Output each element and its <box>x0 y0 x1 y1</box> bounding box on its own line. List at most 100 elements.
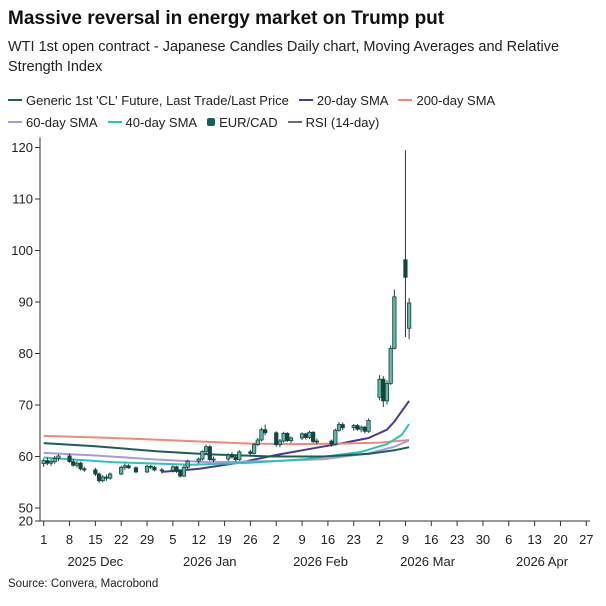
legend-label-sma40: 40-day SMA <box>125 114 198 130</box>
legend-label-sma20: 20-day SMA <box>316 92 389 108</box>
candle-body <box>388 347 393 384</box>
candle-body <box>71 461 76 466</box>
candle-body <box>366 420 371 432</box>
candle-body <box>133 467 139 473</box>
candle-body <box>178 471 183 477</box>
series-line <box>43 442 410 458</box>
legend-item-cl-future: Generic 1st 'CL' Future, Last Trade/Last… <box>8 93 289 108</box>
legend-swatch-rsi <box>287 121 302 123</box>
candle-body <box>381 378 386 402</box>
y-tick-label: 110 <box>12 192 33 207</box>
x-tick-label: 20 <box>553 532 567 547</box>
candle-body <box>288 437 294 441</box>
x-tick-label: 16 <box>424 532 438 547</box>
series-line <box>161 400 410 473</box>
x-month-label: 2026 Mar <box>400 554 456 569</box>
candle-body <box>403 259 408 278</box>
series-line <box>43 423 410 466</box>
candle-body <box>407 302 412 329</box>
candle-body <box>359 426 364 430</box>
x-tick-label: 1 <box>40 532 47 547</box>
legend-row-2: 60-day SMA 40-day SMA EUR/CAD RSI (14-da… <box>8 111 598 133</box>
chart-subtitle: WTI 1st open contract - Japanese Candles… <box>8 39 560 75</box>
candle-body <box>181 466 187 477</box>
candle-body <box>148 465 153 468</box>
x-tick-label: 23 <box>450 532 464 547</box>
candle-body <box>211 458 216 461</box>
candle-body <box>144 465 150 473</box>
candle-body <box>41 460 46 465</box>
candle-body <box>67 455 72 463</box>
candle-body <box>340 424 345 429</box>
candle-body <box>311 431 316 442</box>
candle-body <box>170 466 175 471</box>
candle-body <box>200 450 205 460</box>
candle-body <box>281 432 286 442</box>
y-tick-label: 90 <box>19 295 33 310</box>
y-tick-label: 70 <box>19 398 33 413</box>
candle-body <box>307 431 312 438</box>
legend-item-sma60: 60-day SMA <box>8 115 98 130</box>
candle-body <box>285 432 290 441</box>
x-tick-label: 9 <box>298 532 305 547</box>
y-tick-label: 80 <box>19 346 33 361</box>
x-tick-label: 2 <box>273 532 280 547</box>
legend: Generic 1st 'CL' Future, Last Trade/Last… <box>8 89 598 133</box>
candle-body <box>248 451 253 454</box>
candle-body <box>229 454 235 458</box>
candle-body <box>93 469 98 475</box>
x-tick-label: 30 <box>476 532 490 547</box>
x-tick-label: 19 <box>217 532 231 547</box>
y-tick-label: 50 <box>19 501 33 516</box>
candle-body <box>207 446 212 460</box>
x-tick-label: 23 <box>347 532 361 547</box>
candle-body <box>104 476 109 479</box>
legend-label-cl-future: Generic 1st 'CL' Future, Last Trade/Last… <box>26 92 289 108</box>
candle-body <box>152 466 157 471</box>
x-month-label: 2025 Dec <box>68 554 124 569</box>
legend-row-1: Generic 1st 'CL' Future, Last Trade/Last… <box>8 89 598 111</box>
candle-body <box>314 440 319 443</box>
legend-label-rsi: RSI (14-day) <box>305 114 380 130</box>
candle-body <box>78 462 83 470</box>
legend-swatch-sma60 <box>8 121 22 123</box>
x-tick-label: 2 <box>376 532 383 547</box>
candle-body <box>377 378 382 398</box>
candle-body <box>255 439 260 446</box>
legend-swatch-sma200 <box>398 99 413 101</box>
legend-item-sma200: 200-day SMA <box>398 93 495 108</box>
candle-body <box>119 466 124 475</box>
x-tick-label: 16 <box>321 532 335 547</box>
candle-body <box>204 446 209 452</box>
legend-swatch-sma20 <box>298 99 313 101</box>
legend-swatch-eurcad <box>207 118 216 126</box>
candle-body <box>52 458 57 463</box>
candle-body <box>100 476 105 482</box>
series-line <box>43 434 410 446</box>
candle-body <box>233 456 238 460</box>
candle-body <box>259 429 264 441</box>
candle-body <box>237 451 242 460</box>
candle-body <box>96 473 102 482</box>
candle-body <box>384 382 390 402</box>
candle-body <box>226 454 231 460</box>
candle-body <box>56 455 61 459</box>
x-month-label: 2026 Feb <box>293 554 348 569</box>
candle-body <box>196 458 201 462</box>
legend-item-sma40: 40-day SMA <box>107 114 198 130</box>
x-tick-label: 13 <box>527 532 541 547</box>
candle-body <box>303 433 308 438</box>
candle-body <box>392 296 397 349</box>
x-tick-label: 6 <box>505 532 512 547</box>
x-tick-label: 8 <box>66 532 73 547</box>
y-tick-label: 100 <box>11 243 33 258</box>
legend-swatch-sma40 <box>107 121 122 123</box>
legend-label-sma200: 200-day SMA <box>416 92 496 108</box>
legend-swatch-cl-future <box>8 99 22 101</box>
source-note: Source: Convera, Macrobond <box>8 578 159 590</box>
candle-body <box>74 462 80 466</box>
candle-body <box>126 465 131 469</box>
y-tick-label: 20 <box>19 514 33 529</box>
x-month-label: 2026 Jan <box>183 554 237 569</box>
x-tick-label: 27 <box>579 532 593 547</box>
